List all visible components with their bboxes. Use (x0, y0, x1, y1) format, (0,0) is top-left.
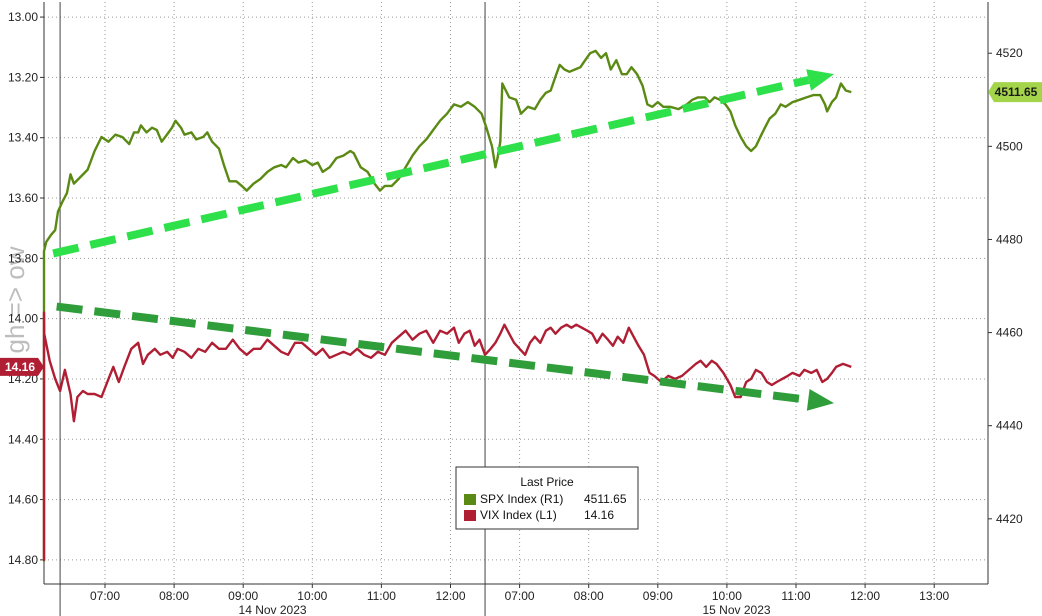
x-tick-label: 12:00 (850, 589, 880, 603)
series-line-spx-index (42, 49, 852, 562)
series-line-vix-index (42, 311, 852, 562)
left-tick-label: 14.40 (8, 432, 38, 446)
legend-box (455, 466, 639, 530)
legend-title: Last Price (520, 475, 574, 489)
right-tick-label: 4520 (996, 46, 1023, 60)
x-tick-label: 07:00 (505, 589, 535, 603)
right-tick-label: 4480 (996, 232, 1023, 246)
left-tick-label: 14.80 (8, 553, 38, 567)
x-tick-label: 08:00 (159, 589, 189, 603)
x-tick-label: 09:00 (643, 589, 673, 603)
x-axis-ticks: 07:00 08:00 09:00 10:00 11:00 12:00 07:00 08:00… (90, 584, 950, 603)
trend-arrow-shaft (56, 302, 809, 404)
left-tick-label: 13.40 (8, 131, 38, 145)
left-tick-label: 14.00 (8, 312, 38, 326)
x-tick-label: 10:00 (297, 589, 327, 603)
date-label: 15 Nov 2023 (702, 603, 770, 616)
x-tick-label: 11:00 (367, 589, 396, 603)
trend-arrow-head (806, 388, 835, 411)
right-axis-ticks: 4420 4440 4460 4480 4500 4520 (988, 46, 1023, 526)
legend-entry-label: SPX Index (R1) (480, 492, 563, 506)
x-tick-label: 11:00 (781, 589, 810, 603)
last-value-badge-left (0, 357, 44, 376)
left-tick-label: 13.60 (8, 191, 38, 205)
right-tick-label: 4440 (996, 419, 1023, 433)
last-value-badge-right (988, 82, 1042, 103)
right-tick-label: 4500 (996, 139, 1023, 153)
left-tick-label: 14.60 (8, 493, 38, 507)
date-labels: 14 Nov 2023 15 Nov 2023 (239, 603, 771, 616)
x-tick-label: 07:00 (90, 589, 120, 603)
last-value-badge-left-text: 14.16 (5, 360, 35, 374)
trend-arrow-head (806, 69, 835, 91)
x-tick-label: 08:00 (574, 589, 604, 603)
legend-entry-value: 14.16 (584, 508, 614, 522)
day-separators (59, 2, 486, 616)
legend-swatch (464, 510, 476, 521)
left-tick-label: 13.80 (8, 251, 38, 265)
left-tick-label: 13.20 (8, 70, 38, 84)
x-tick-label: 10:00 (712, 589, 742, 603)
left-tick-label: 13.00 (8, 10, 38, 24)
right-tick-label: 4420 (996, 512, 1023, 526)
legend-entry-label: VIX Index (L1) (480, 508, 557, 522)
trend-arrow-shaft (52, 76, 810, 258)
x-tick-label: 09:00 (228, 589, 258, 603)
x-tick-label: 12:00 (435, 589, 465, 603)
legend-entry-value: 4511.65 (584, 492, 627, 506)
legend-swatch (464, 494, 476, 505)
watermark-text: gh => ow (0, 246, 30, 353)
x-tick-label: 13:00 (919, 589, 949, 603)
legend: Last Price SPX Index (R1) 4511.65 VIX Index… (455, 466, 639, 530)
series-lines (42, 49, 852, 562)
last-value-badge-right-text: 4511.65 (995, 85, 1038, 99)
right-tick-label: 4460 (996, 326, 1023, 340)
trend-arrows (52, 69, 835, 411)
last-value-badges: 14.16 4511.65 (0, 82, 1042, 376)
date-label: 14 Nov 2023 (239, 603, 307, 616)
